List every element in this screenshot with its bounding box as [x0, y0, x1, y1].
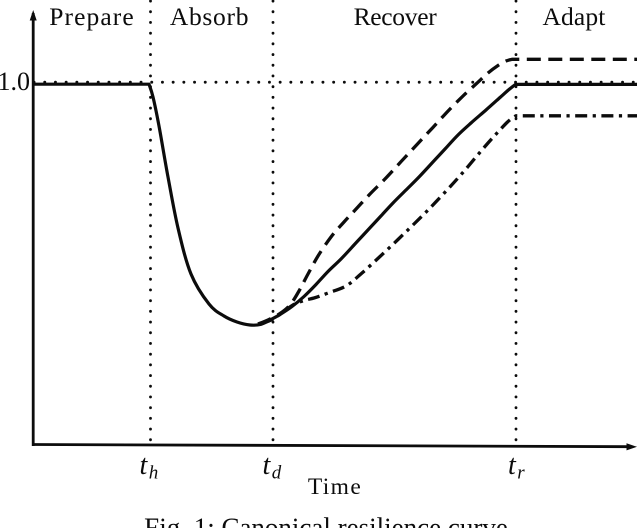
svg-text:Time: Time	[308, 474, 362, 500]
svg-text:Absorb: Absorb	[170, 2, 249, 31]
svg-text:Adapt: Adapt	[542, 2, 605, 31]
svg-text:Recover: Recover	[354, 2, 438, 31]
svg-text:Fig. 1: Canonical resilience c: Fig. 1: Canonical resilience curve	[144, 513, 508, 528]
svg-text:Prepare: Prepare	[49, 2, 135, 31]
svg-text:1.0: 1.0	[0, 67, 30, 96]
